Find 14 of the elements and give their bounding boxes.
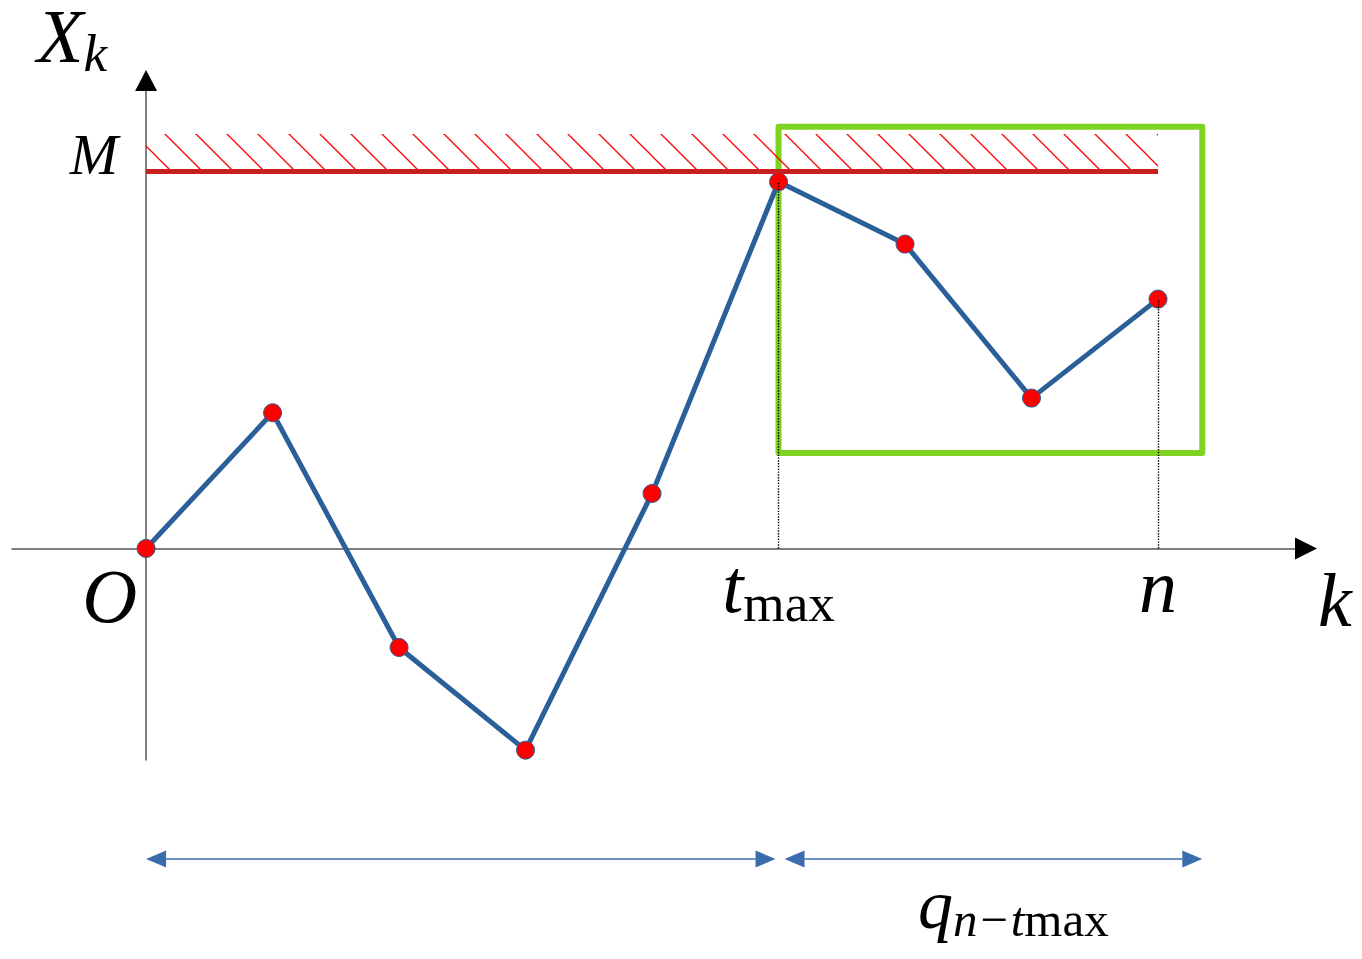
- point: [1148, 289, 1168, 309]
- y-axis-title: X$_{k}$: [34, 0, 109, 84]
- point: [895, 234, 915, 254]
- annotation: O: [82, 553, 138, 638]
- point: [263, 403, 283, 423]
- point: [769, 172, 789, 192]
- x-tick-label: n: [1139, 544, 1178, 629]
- point: [642, 483, 662, 503]
- x-axis-title: k: [1318, 558, 1353, 643]
- ref-line-label: M: [68, 122, 121, 188]
- point: [389, 637, 409, 657]
- point: [136, 538, 156, 558]
- point: [516, 740, 536, 760]
- point: [1022, 388, 1042, 408]
